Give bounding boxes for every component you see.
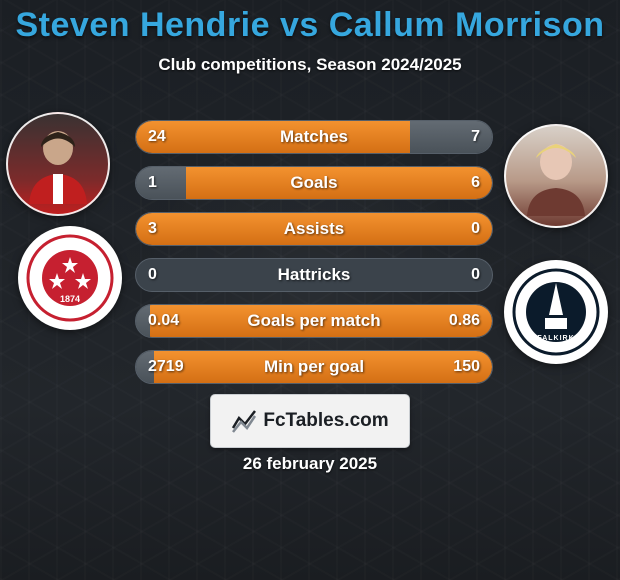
club-crest-icon: 1874 xyxy=(25,233,115,323)
stats-container: 247Matches 16Goals 30Assists 00Hattricks 0.0… xyxy=(135,120,493,396)
stat-row: 30Assists xyxy=(135,212,493,246)
club-right-logo: FALKIRK xyxy=(504,260,608,364)
stat-row: 247Matches xyxy=(135,120,493,154)
stat-label: Min per goal xyxy=(136,351,492,383)
person-icon xyxy=(521,136,591,216)
club-left-logo: 1874 xyxy=(18,226,122,330)
date-label: 26 february 2025 xyxy=(0,454,620,474)
stat-label: Hattricks xyxy=(136,259,492,291)
page-title: Steven Hendrie vs Callum Morrison xyxy=(0,0,620,45)
stat-label: Assists xyxy=(136,213,492,245)
svg-text:FALKIRK: FALKIRK xyxy=(537,335,574,342)
svg-text:1874: 1874 xyxy=(60,294,80,304)
club-crest-icon: FALKIRK xyxy=(511,267,601,357)
brand-badge[interactable]: FcTables.com xyxy=(210,394,410,448)
stat-row: 16Goals xyxy=(135,166,493,200)
stat-label: Goals xyxy=(136,167,492,199)
player-left-avatar xyxy=(6,112,110,216)
stat-row: 2719150Min per goal xyxy=(135,350,493,384)
player-right-avatar xyxy=(504,124,608,228)
stat-label: Matches xyxy=(136,121,492,153)
stat-row: 0.040.86Goals per match xyxy=(135,304,493,338)
brand-label: FcTables.com xyxy=(263,410,388,432)
comparison-card: Steven Hendrie vs Callum Morrison Club c… xyxy=(0,0,620,580)
chart-icon xyxy=(231,408,257,434)
stat-label: Goals per match xyxy=(136,305,492,337)
person-icon xyxy=(23,124,93,204)
stat-row: 00Hattricks xyxy=(135,258,493,292)
subtitle: Club competitions, Season 2024/2025 xyxy=(0,55,620,75)
